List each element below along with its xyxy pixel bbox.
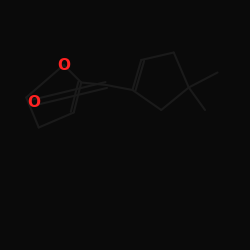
Text: O: O [27, 95, 40, 110]
Text: O: O [57, 58, 70, 72]
